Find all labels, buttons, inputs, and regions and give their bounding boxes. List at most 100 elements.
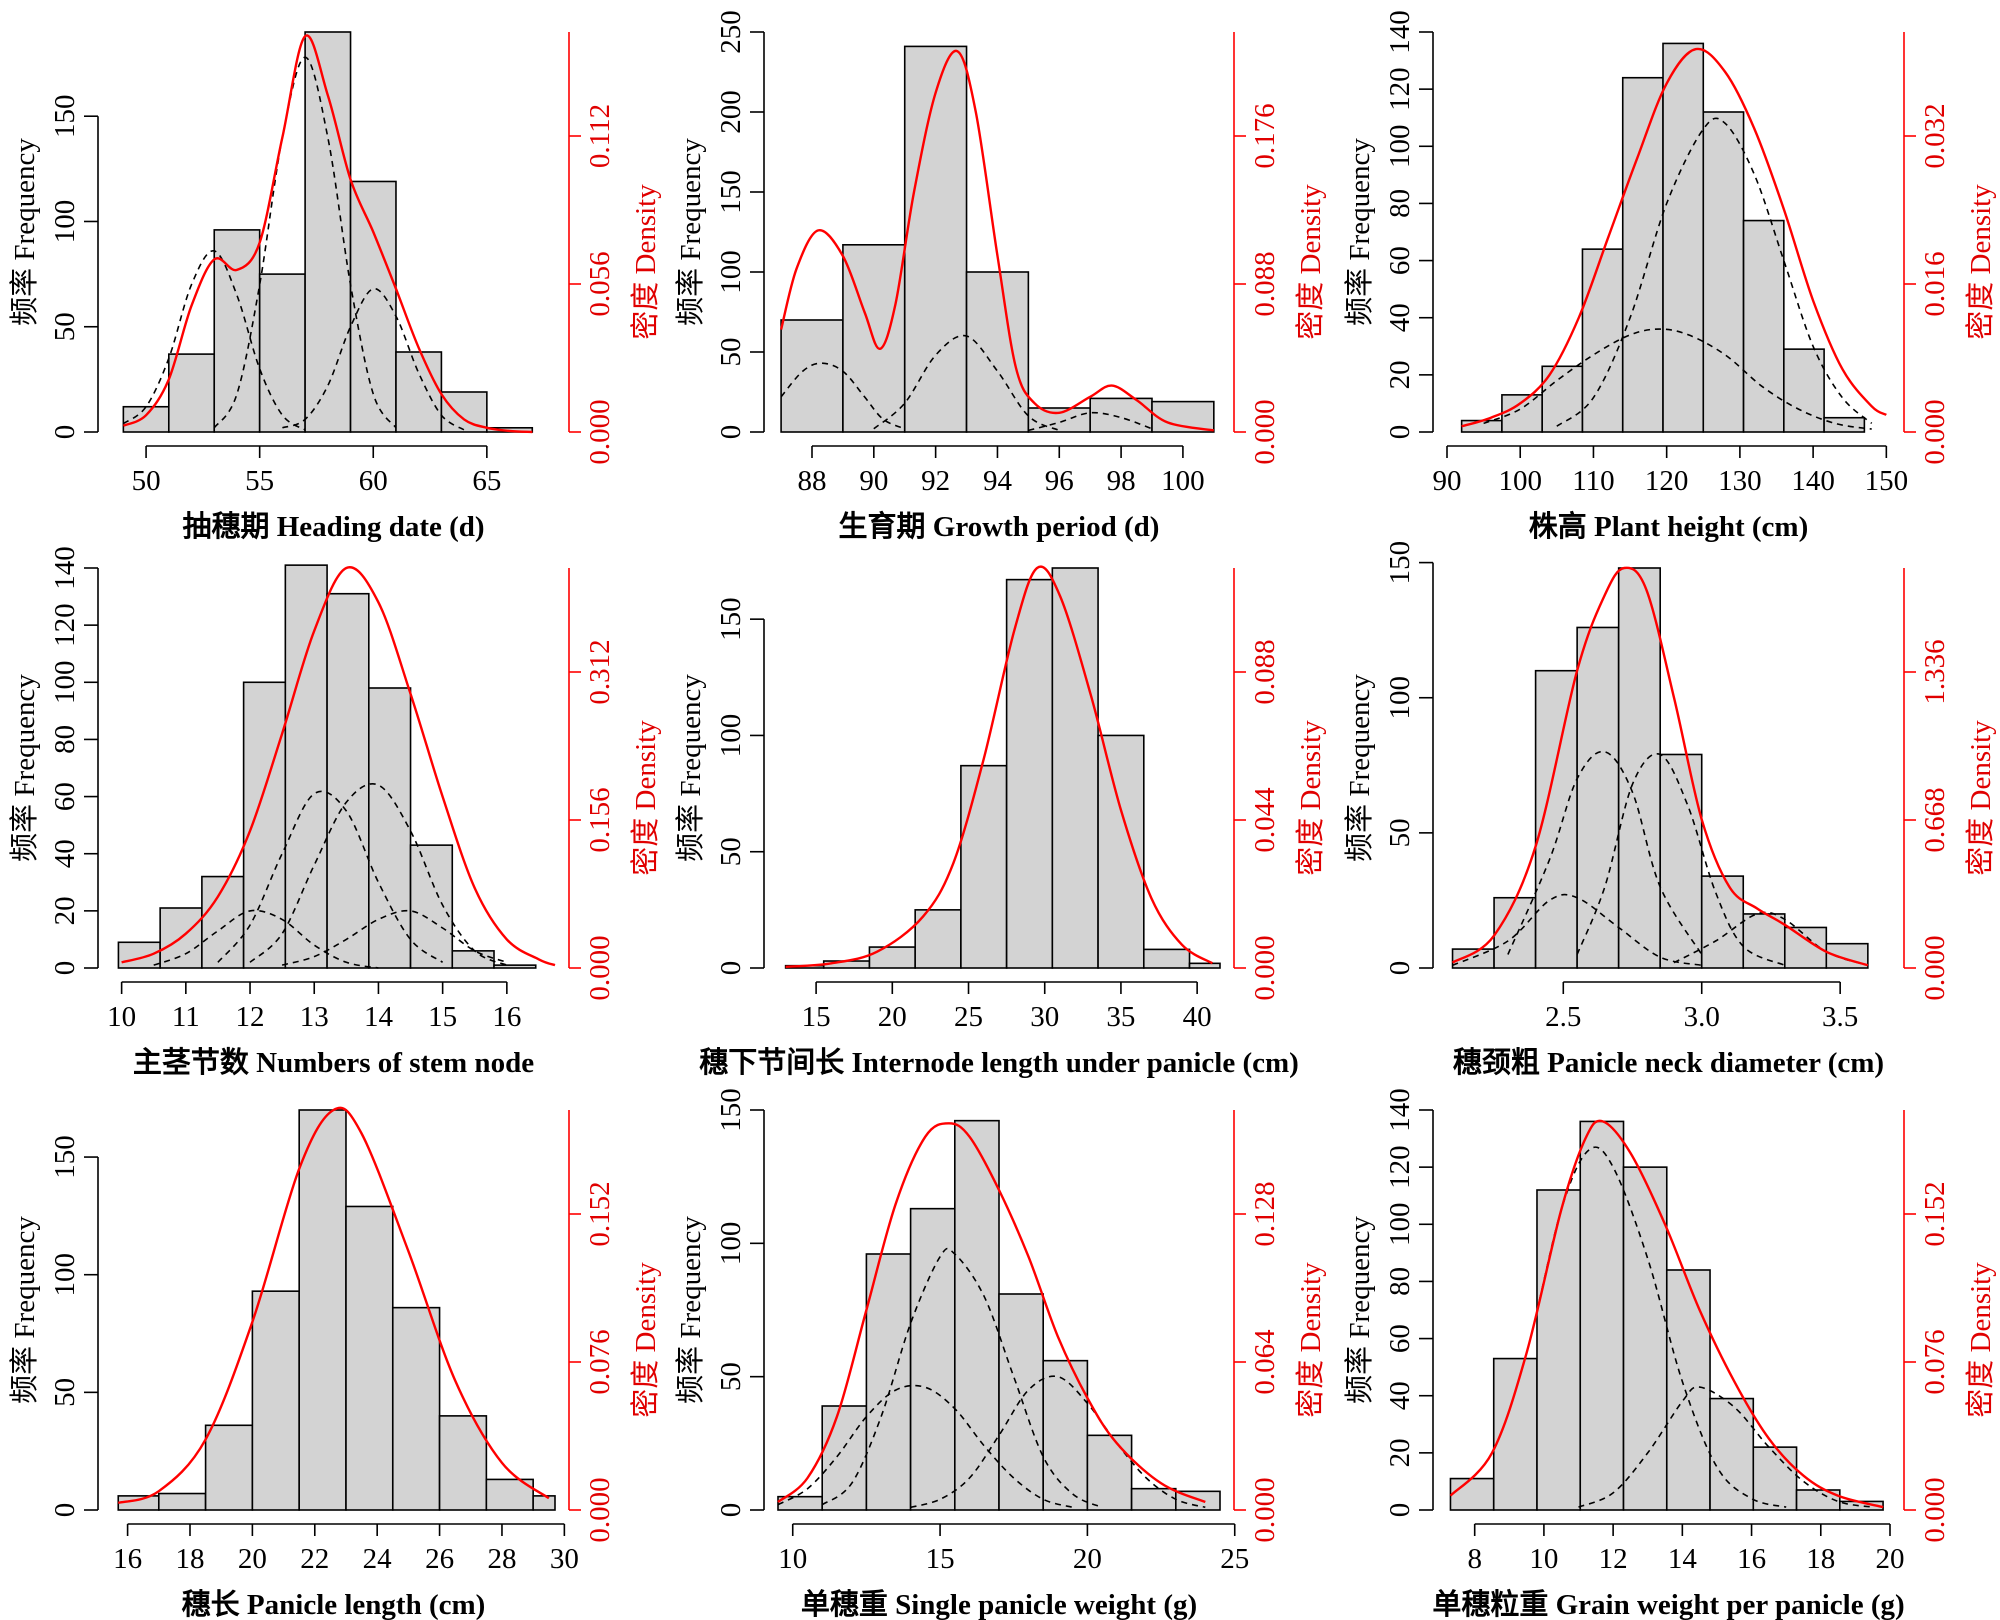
histogram-bar: [1742, 219, 1785, 433]
x-tick-label: 96: [1045, 465, 1074, 497]
y-tick-label: 80: [1384, 1267, 1416, 1296]
x-tick-label: 2.5: [1545, 1001, 1581, 1033]
x-tick-label: 15: [926, 1543, 955, 1575]
y-axis-label: 频率 Frequency: [1343, 674, 1376, 862]
x-tick-label: 50: [132, 465, 161, 497]
histogram-bar: [1795, 1489, 1841, 1511]
histogram-bar: [1142, 948, 1191, 969]
y-tick-label: 120: [49, 603, 81, 647]
density-curve: [121, 566, 556, 967]
histogram-bar: [451, 950, 495, 969]
histogram-bar: [438, 1415, 488, 1511]
y-tick-label: 100: [1384, 1203, 1416, 1247]
component-curve: [153, 909, 379, 969]
y2-tick-label: 0.112: [584, 104, 616, 168]
histogram-bar: [1823, 416, 1866, 433]
y-axis-label: 频率 Frequency: [674, 138, 707, 326]
y2-tick-label: 0.000: [584, 1477, 616, 1542]
x-tick-label: 40: [1183, 1001, 1212, 1033]
y2-tick-label: 0.000: [1919, 399, 1951, 464]
x-tick-label: 11: [172, 1001, 200, 1033]
x-axis-label: 主茎节数 Numbers of stem node: [133, 1046, 534, 1079]
x-tick-label: 18: [1806, 1543, 1835, 1575]
histogram-bar: [395, 351, 443, 433]
x-tick-label: 25: [1220, 1543, 1249, 1575]
histogram-bar: [1130, 1487, 1177, 1511]
panel-4: 0 20 40 60 80 100 120 140 频率 Frequency 10 11 12 13 14…: [8, 546, 662, 1079]
component-curve: [1452, 893, 1702, 967]
y-tick-label: 20: [49, 896, 81, 925]
x-tick-label: 20: [1073, 1543, 1102, 1575]
x-tick-label: 20: [878, 1001, 907, 1033]
y-tick-label: 100: [1384, 125, 1416, 169]
y2-axis-label: 密度 Density: [629, 184, 662, 340]
histogram-bar: [326, 592, 370, 969]
x-tick-label: 12: [236, 1001, 265, 1033]
y2-tick-label: 0.176: [1249, 103, 1281, 168]
histogram-bar: [201, 875, 245, 969]
histogram-bar: [167, 353, 216, 433]
y-tick-label: 0: [1384, 961, 1416, 976]
histogram-bar: [1086, 1434, 1133, 1511]
y-axis-label: 频率 Frequency: [8, 1216, 41, 1404]
density-curve: [1451, 566, 1869, 967]
component-curve: [1556, 117, 1873, 427]
histogram-bar: [953, 1119, 1000, 1511]
x-tick-label: 28: [487, 1543, 516, 1575]
y-tick-label: 150: [1384, 541, 1416, 585]
y2-tick-label: 0.000: [584, 399, 616, 464]
y2-tick-label: 1.336: [1919, 639, 1951, 704]
x-tick-label: 16: [1737, 1543, 1766, 1575]
y-tick-label: 150: [715, 1088, 747, 1132]
y2-tick-label: 0.032: [1919, 103, 1951, 168]
density-curve: [122, 34, 533, 434]
component-curve: [249, 783, 508, 966]
x-tick-label: 60: [359, 465, 388, 497]
histogram-bar: [1005, 578, 1054, 969]
component-curve: [217, 790, 444, 963]
histogram-bar: [1188, 962, 1221, 969]
histogram-bar: [409, 844, 454, 969]
histogram-bar: [298, 1109, 347, 1511]
panel-9: 0 20 40 60 80 100 120 140 频率 Frequency 8 10 12 14 16 1…: [1343, 1088, 1997, 1620]
density-curve: [779, 49, 1214, 432]
x-axis-label: 穗颈粗 Panicle neck diameter (cm): [1453, 1046, 1884, 1079]
histogram-bar: [1493, 896, 1537, 969]
histogram-bar: [1460, 419, 1503, 433]
y-tick-label: 20: [1384, 1438, 1416, 1467]
histogram-bar: [1051, 567, 1099, 969]
y-tick-label: 150: [49, 1135, 81, 1179]
x-tick-label: 22: [300, 1543, 329, 1575]
y2-tick-label: 0.064: [1249, 1329, 1281, 1395]
histogram-bar: [1622, 1166, 1668, 1511]
y2-tick-label: 0.088: [1249, 639, 1281, 704]
y-axis-label: 频率 Frequency: [674, 1216, 707, 1404]
x-axis-label: 穗长 Panicle length (cm): [182, 1588, 486, 1620]
y2-axis-label: 密度 Density: [1964, 184, 1997, 340]
x-tick-label: 26: [425, 1543, 454, 1575]
x-tick-label: 10: [107, 1001, 136, 1033]
histogram-bar: [821, 1405, 868, 1511]
x-tick-label: 16: [492, 1001, 521, 1033]
y-tick-label: 40: [49, 839, 81, 868]
y-tick-label: 60: [49, 782, 81, 811]
y2-tick-label: 0.000: [1919, 935, 1951, 1000]
x-axis-label: 抽穗期 Heading date (d): [182, 510, 484, 543]
component-curve: [1507, 750, 1703, 955]
x-tick-label: 13: [300, 1001, 329, 1033]
y2-axis-label: 密度 Density: [1964, 1262, 1997, 1418]
histogram-bar: [258, 273, 306, 433]
x-tick-label: 140: [1791, 465, 1835, 497]
y-tick-label: 140: [1384, 10, 1416, 54]
x-tick-label: 110: [1572, 465, 1614, 497]
y-axis-label: 频率 Frequency: [8, 138, 41, 326]
y2-tick-label: 0.000: [1919, 1477, 1951, 1542]
density-curve: [1449, 1119, 1884, 1509]
histogram-bar: [1742, 913, 1786, 969]
panel-8: 0 50 100 150 频率 Frequency 10 15 20 25 单穗重 Single …: [674, 1088, 1327, 1620]
histogram-bar: [1621, 76, 1664, 433]
x-tick-label: 94: [983, 465, 1013, 497]
y-tick-label: 140: [1384, 1088, 1416, 1132]
y2-tick-label: 0.152: [1919, 1181, 1951, 1246]
x-tick-label: 15: [802, 1001, 831, 1033]
